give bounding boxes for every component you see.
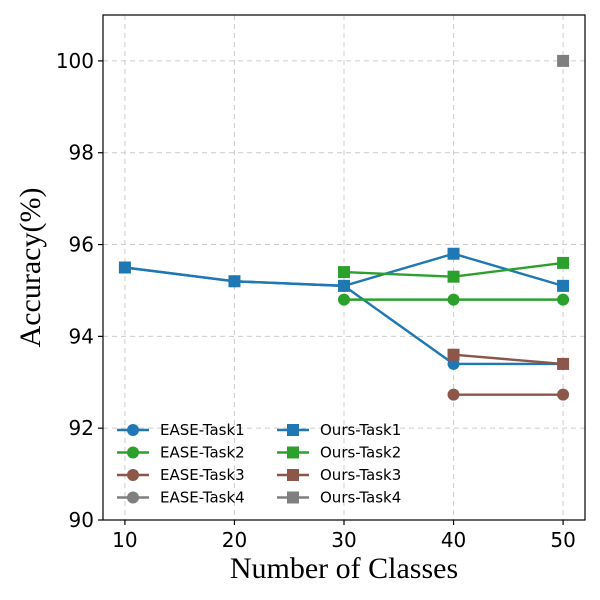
data-point [338, 279, 350, 292]
x-tick-label: 20 [222, 528, 247, 552]
legend-marker [127, 469, 139, 481]
series-layer [118, 54, 570, 401]
data-point [447, 388, 460, 401]
series-ours-task1 [118, 247, 570, 292]
series-line [453, 353, 564, 366]
legend-item: EASE-Task4 [117, 489, 245, 507]
series-ease-task3 [447, 388, 570, 401]
legend-marker [287, 469, 299, 481]
legend-item: Ours-Task3 [277, 466, 401, 484]
legend-label: EASE-Task2 [160, 444, 245, 462]
legend-marker [287, 491, 299, 504]
x-tick-label: 10 [112, 528, 137, 552]
legend-label: EASE-Task3 [160, 466, 245, 484]
series-ours-task2 [338, 256, 570, 283]
data-point [557, 293, 570, 306]
legend-item: EASE-Task2 [117, 444, 245, 462]
data-point [557, 279, 570, 292]
y-tick-label: 96 [69, 233, 94, 257]
data-point [447, 357, 460, 370]
y-tick-label: 90 [69, 508, 94, 532]
y-tick-label: 100 [56, 49, 94, 73]
legend-item: Ours-Task4 [277, 489, 401, 507]
series-ease-task2 [338, 293, 570, 306]
x-axis-ticks: 10 20 30 40 50 [112, 520, 576, 552]
legend: EASE-Task1 EASE-Task2 EASE-Task3 EASE-Task4… [117, 421, 401, 507]
legend-item: EASE-Task1 [117, 421, 245, 439]
series-ours-task3 [447, 348, 570, 370]
x-tick-label: 50 [550, 528, 575, 552]
y-axis-title: Accuracy(%) [14, 188, 47, 348]
data-point [557, 256, 570, 269]
legend-label: EASE-Task4 [160, 489, 245, 507]
data-point [557, 357, 570, 370]
x-axis-title: Number of Classes [230, 552, 458, 585]
legend-label: EASE-Task1 [160, 421, 245, 439]
data-point [447, 247, 460, 260]
legend-label: Ours-Task1 [320, 421, 401, 439]
x-tick-label: 30 [331, 528, 356, 552]
legend-marker [127, 446, 139, 459]
y-tick-label: 92 [69, 416, 94, 440]
y-tick-label: 94 [69, 324, 94, 348]
legend-marker [127, 424, 139, 436]
legend-item: EASE-Task3 [117, 466, 245, 484]
legend-label: Ours-Task2 [320, 444, 401, 462]
data-point [557, 54, 570, 67]
legend-item: Ours-Task2 [277, 444, 401, 462]
legend-marker [287, 446, 299, 459]
data-point [557, 388, 570, 401]
legend-label: Ours-Task3 [320, 466, 401, 484]
data-point [447, 293, 460, 306]
x-tick-label: 40 [441, 528, 466, 552]
data-point [228, 275, 241, 288]
data-point [118, 261, 131, 274]
legend-item: Ours-Task1 [277, 421, 401, 439]
y-tick-label: 98 [69, 141, 94, 165]
data-point [447, 348, 460, 361]
series-ours-task4 [557, 54, 570, 67]
data-point [447, 270, 460, 283]
data-point [338, 293, 350, 306]
y-axis-ticks: 90 92 94 96 98 100 [56, 49, 103, 532]
data-point [338, 266, 350, 279]
legend-marker [287, 424, 299, 436]
legend-marker [127, 491, 139, 504]
legend-label: Ours-Task4 [320, 489, 401, 507]
